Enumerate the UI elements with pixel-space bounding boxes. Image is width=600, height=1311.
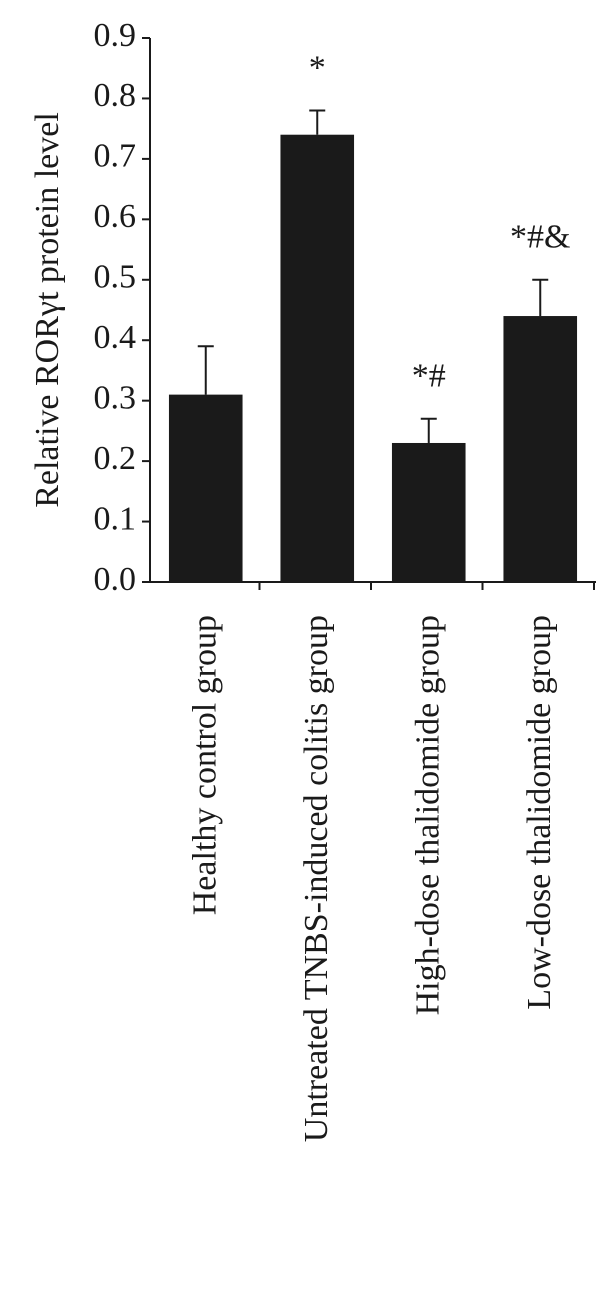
error-bar xyxy=(532,278,549,317)
y-tick-label: 0.9 xyxy=(94,17,137,54)
bar xyxy=(391,442,466,582)
y-tick-label: 0.2 xyxy=(94,440,137,477)
y-tick-label: 0.1 xyxy=(94,500,137,537)
x-tick-label: Untreated TNBS-induced colitis group xyxy=(298,615,335,1142)
x-tick-label: Low-dose thalidomide group xyxy=(521,615,558,1010)
y-axis-label: Relative RORγt protein level xyxy=(29,112,66,508)
annotation: *# xyxy=(412,358,446,395)
x-tick-label: High-dose thalidomide group xyxy=(410,615,447,1015)
y-tick-label: 0.6 xyxy=(94,198,137,235)
error-bar xyxy=(309,109,326,135)
y-tick-label: 0.0 xyxy=(94,561,137,598)
x-tick-label: Healthy control group xyxy=(187,615,224,915)
y-tick-label: 0.8 xyxy=(94,77,137,114)
error-bar xyxy=(197,345,214,395)
y-tick-label: 0.5 xyxy=(94,259,137,296)
y-tick-label: 0.7 xyxy=(94,138,137,175)
annotation: *#& xyxy=(510,219,570,256)
bar xyxy=(280,134,355,582)
error-bar xyxy=(420,417,437,443)
bar xyxy=(168,394,243,582)
y-tick-label: 0.3 xyxy=(94,379,137,416)
bar xyxy=(503,316,578,582)
annotation: * xyxy=(309,49,326,86)
y-tick-label: 0.4 xyxy=(94,319,137,356)
